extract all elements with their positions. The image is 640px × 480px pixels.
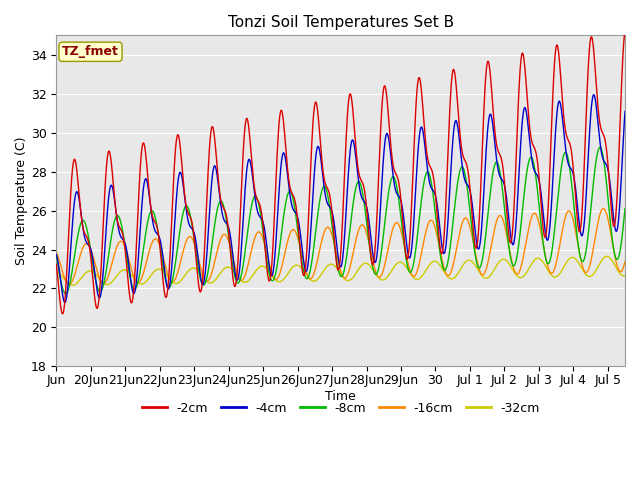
-32cm	[68, 282, 76, 288]
X-axis label: Time: Time	[325, 390, 356, 403]
-8cm	[63, 289, 71, 295]
-4cm	[344, 182, 351, 188]
-8cm	[310, 244, 317, 250]
-16cm	[310, 271, 317, 276]
-16cm	[621, 259, 629, 264]
-8cm	[155, 232, 163, 238]
-4cm	[155, 232, 163, 238]
-32cm	[310, 278, 317, 284]
-4cm	[63, 288, 71, 294]
-16cm	[600, 205, 607, 211]
-32cm	[445, 275, 452, 280]
Legend: -2cm, -4cm, -8cm, -16cm, -32cm: -2cm, -4cm, -8cm, -16cm, -32cm	[136, 396, 545, 420]
-2cm	[445, 133, 452, 139]
-4cm	[590, 92, 598, 97]
-32cm	[603, 253, 611, 259]
-16cm	[445, 273, 452, 278]
Text: TZ_fmet: TZ_fmet	[62, 45, 119, 58]
-2cm	[585, 56, 593, 61]
-16cm	[585, 266, 593, 272]
-4cm	[585, 144, 593, 150]
-8cm	[445, 255, 452, 261]
-16cm	[52, 249, 60, 254]
-32cm	[621, 273, 629, 278]
-2cm	[52, 262, 60, 267]
-16cm	[65, 281, 73, 287]
-8cm	[62, 291, 70, 297]
-4cm	[445, 208, 452, 214]
-32cm	[585, 274, 593, 279]
Line: -2cm: -2cm	[56, 31, 625, 314]
-8cm	[344, 246, 351, 252]
Y-axis label: Soil Temperature (C): Soil Temperature (C)	[15, 137, 28, 265]
-32cm	[155, 266, 163, 272]
Line: -8cm: -8cm	[56, 147, 625, 294]
-4cm	[61, 300, 68, 305]
-4cm	[621, 108, 629, 114]
Line: -4cm: -4cm	[56, 95, 625, 302]
Line: -16cm: -16cm	[56, 208, 625, 284]
-8cm	[52, 252, 60, 258]
-32cm	[52, 269, 60, 275]
-16cm	[155, 240, 163, 245]
-2cm	[621, 28, 629, 34]
-8cm	[585, 227, 593, 233]
-2cm	[344, 109, 351, 115]
-8cm	[621, 206, 629, 212]
-2cm	[310, 109, 317, 115]
-16cm	[344, 272, 351, 277]
-2cm	[59, 311, 67, 317]
-32cm	[344, 277, 351, 283]
-2cm	[63, 257, 71, 263]
-16cm	[63, 280, 71, 286]
-4cm	[310, 178, 317, 183]
-4cm	[52, 252, 60, 258]
Line: -32cm: -32cm	[56, 256, 625, 285]
Title: Tonzi Soil Temperatures Set B: Tonzi Soil Temperatures Set B	[228, 15, 454, 30]
-32cm	[63, 279, 71, 285]
-2cm	[155, 232, 163, 238]
-8cm	[596, 144, 604, 150]
